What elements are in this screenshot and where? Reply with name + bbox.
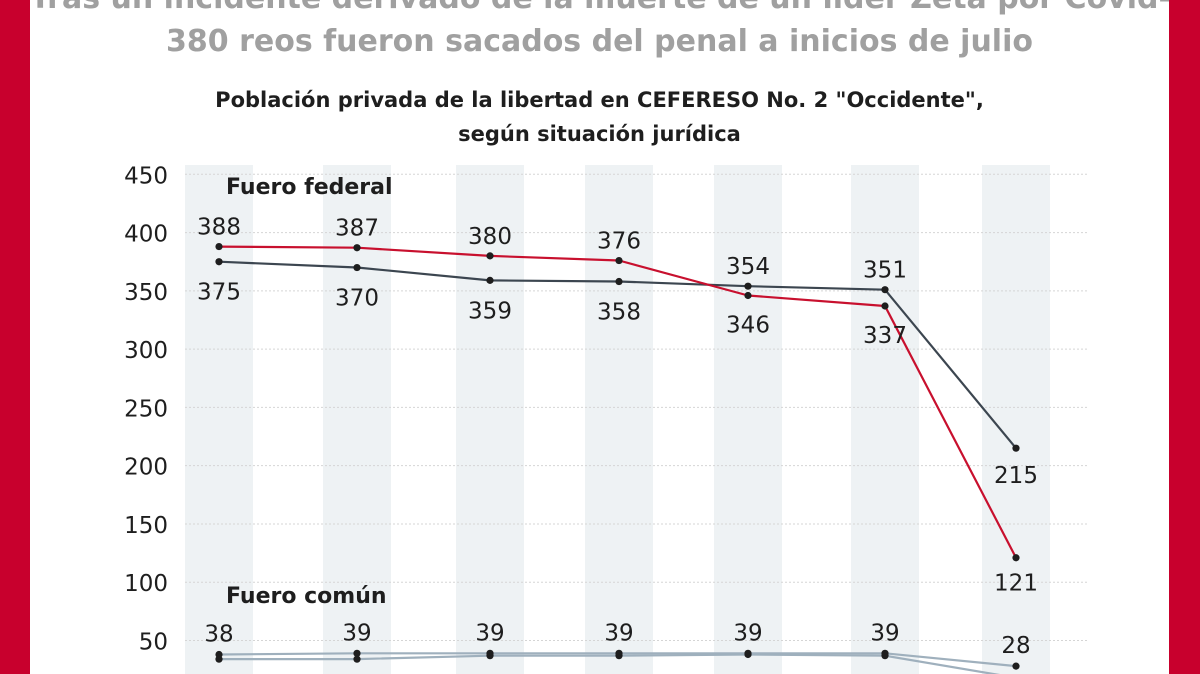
data-label-federal-red: 346	[726, 313, 770, 339]
data-point-federal-red	[615, 256, 623, 265]
data-label-federal-dark: 359	[468, 298, 512, 324]
y-tick-label: 200	[124, 455, 168, 481]
column-band-4	[585, 165, 653, 674]
data-label-federal-red: 380	[468, 224, 512, 250]
data-point-comun-top	[486, 649, 494, 657]
infographic-panel: Tras un incidente derivado de la muerte …	[30, 0, 1169, 674]
data-label-federal-red: 387	[335, 216, 379, 242]
data-label-federal-red: 121	[994, 571, 1038, 597]
data-label-federal-red: 376	[597, 229, 641, 255]
column-band-5	[714, 165, 782, 674]
y-tick-label: 300	[124, 338, 168, 364]
data-point-federal-red	[881, 302, 889, 310]
column-band-6	[851, 165, 919, 674]
data-label-federal-dark: 370	[335, 286, 379, 312]
group-label-comun: Fuero común	[226, 584, 387, 609]
data-point-federal-red	[744, 291, 752, 300]
data-point-federal-red	[486, 252, 494, 260]
y-tick-label: 100	[124, 571, 168, 597]
data-label-comun: 38	[204, 621, 233, 647]
data-label-federal-red: 337	[863, 323, 907, 349]
data-label-federal-dark: 358	[597, 300, 641, 326]
y-tick-label: 50	[139, 630, 168, 656]
data-label-federal-red: 388	[197, 215, 241, 241]
data-point-comun-top	[353, 649, 361, 657]
line-chart: 450 400 350 300 250 200 150 100 50 Fuero federal F…	[124, 163, 1088, 674]
data-point-federal-dark	[881, 286, 889, 294]
y-tick-label: 250	[124, 396, 168, 422]
data-label-comun: 39	[604, 620, 633, 646]
y-tick-label: 150	[124, 513, 168, 539]
data-label-comun: 28	[1001, 633, 1030, 659]
group-label-federal: Fuero federal	[226, 175, 393, 200]
data-label-federal-dark: 354	[726, 254, 770, 280]
data-point-federal-dark	[615, 277, 623, 286]
data-point-comun-bottom	[353, 655, 361, 663]
data-label-comun: 39	[342, 620, 371, 646]
data-label-comun: 39	[870, 620, 899, 646]
data-point-federal-dark	[215, 258, 223, 266]
data-point-federal-red	[1012, 554, 1020, 562]
data-point-federal-dark	[353, 263, 361, 272]
chart-title-line-1: Población privada de la libertad en CEFE…	[215, 88, 984, 112]
data-point-federal-red	[353, 244, 361, 252]
data-point-comun-top	[744, 649, 752, 657]
data-point-comun-top	[215, 650, 223, 659]
data-point-federal-dark	[1012, 444, 1020, 452]
headline-line-2: 380 reos fueron sacados del penal a inic…	[166, 24, 1033, 59]
data-point-comun-top	[881, 649, 889, 657]
headline-line-1: Tras un incidente derivado de la muerte …	[30, 0, 1169, 16]
data-label-federal-dark: 215	[994, 463, 1038, 489]
data-point-federal-dark	[486, 276, 494, 284]
data-label-federal-dark: 351	[863, 258, 907, 284]
data-point-comun-top	[615, 649, 623, 657]
data-point-comun-top	[1012, 662, 1020, 670]
y-tick-label: 450	[124, 163, 168, 189]
y-tick-label: 400	[124, 222, 168, 248]
data-point-federal-red	[215, 242, 223, 251]
chart-title-line-2: según situación jurídica	[458, 122, 741, 146]
y-tick-label: 350	[124, 280, 168, 306]
data-label-comun: 39	[733, 620, 762, 646]
column-band-3	[456, 165, 524, 674]
data-label-comun: 39	[475, 620, 504, 646]
data-point-federal-dark	[744, 282, 752, 290]
data-label-federal-dark: 375	[197, 280, 241, 306]
